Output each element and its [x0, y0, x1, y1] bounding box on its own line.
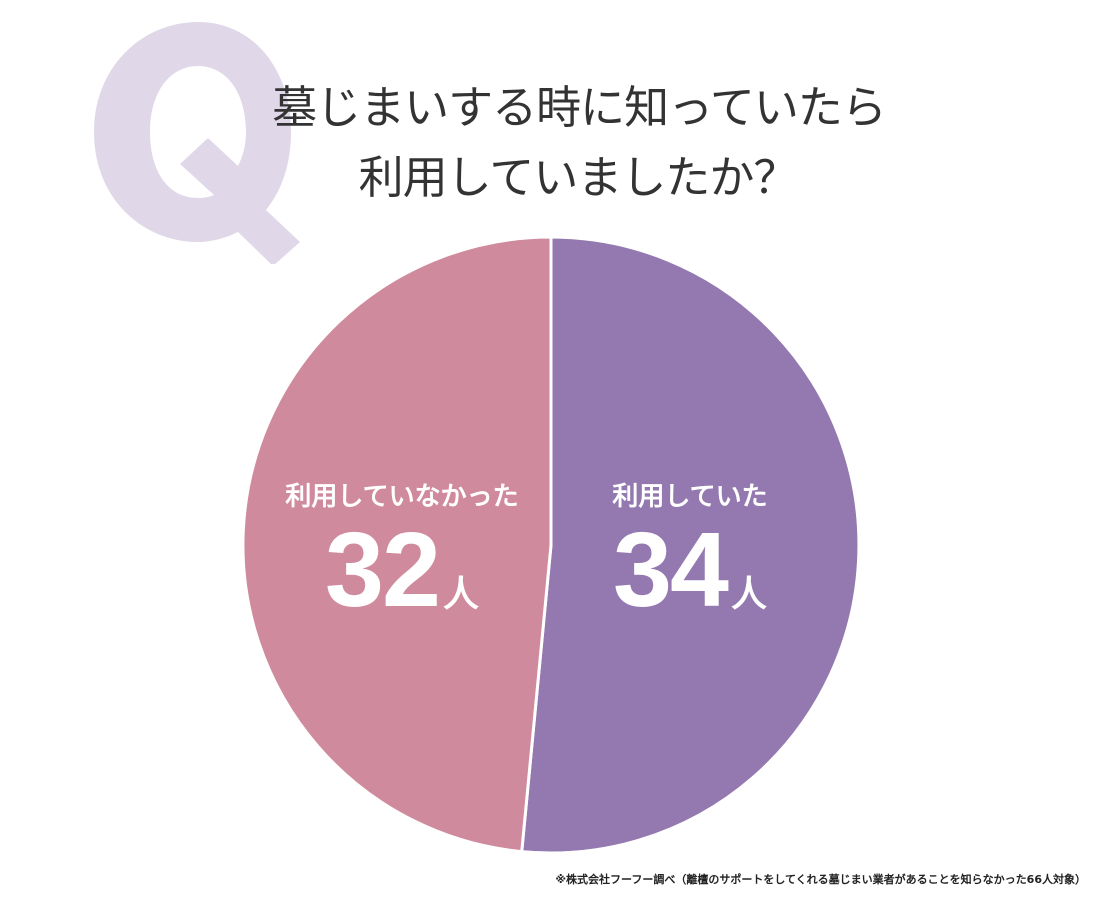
slice-value-not-used: 32	[325, 511, 441, 629]
question-title-line-1: 墓じまいする時に知っていたら	[272, 81, 887, 134]
slice-unit-not-used: 人	[442, 574, 479, 615]
slice-value-row-not-used: 32 人	[262, 517, 542, 651]
slice-category-used: 利用していた	[612, 482, 768, 512]
slice-value-used: 34	[613, 511, 729, 629]
slice-unit-used: 人	[730, 574, 767, 615]
question-title-line-2: 利用していましたか？	[358, 151, 799, 204]
q-shape	[94, 22, 300, 264]
slice-value-row-used: 34 人	[580, 517, 800, 651]
pie-slice-not-used	[241, 235, 553, 854]
slice-label-not-used: 利用していなかった 32 人	[262, 480, 542, 651]
slice-category-not-used: 利用していなかった	[285, 482, 519, 512]
q-letter-watermark-icon	[94, 22, 300, 264]
pie-slice-used	[520, 235, 861, 855]
slice-label-used: 利用していた 34 人	[580, 480, 800, 651]
source-footnote: ※株式会社フーフー調べ（離檀のサポートをしてくれる墓じまい業者があることを知らな…	[555, 873, 1086, 886]
